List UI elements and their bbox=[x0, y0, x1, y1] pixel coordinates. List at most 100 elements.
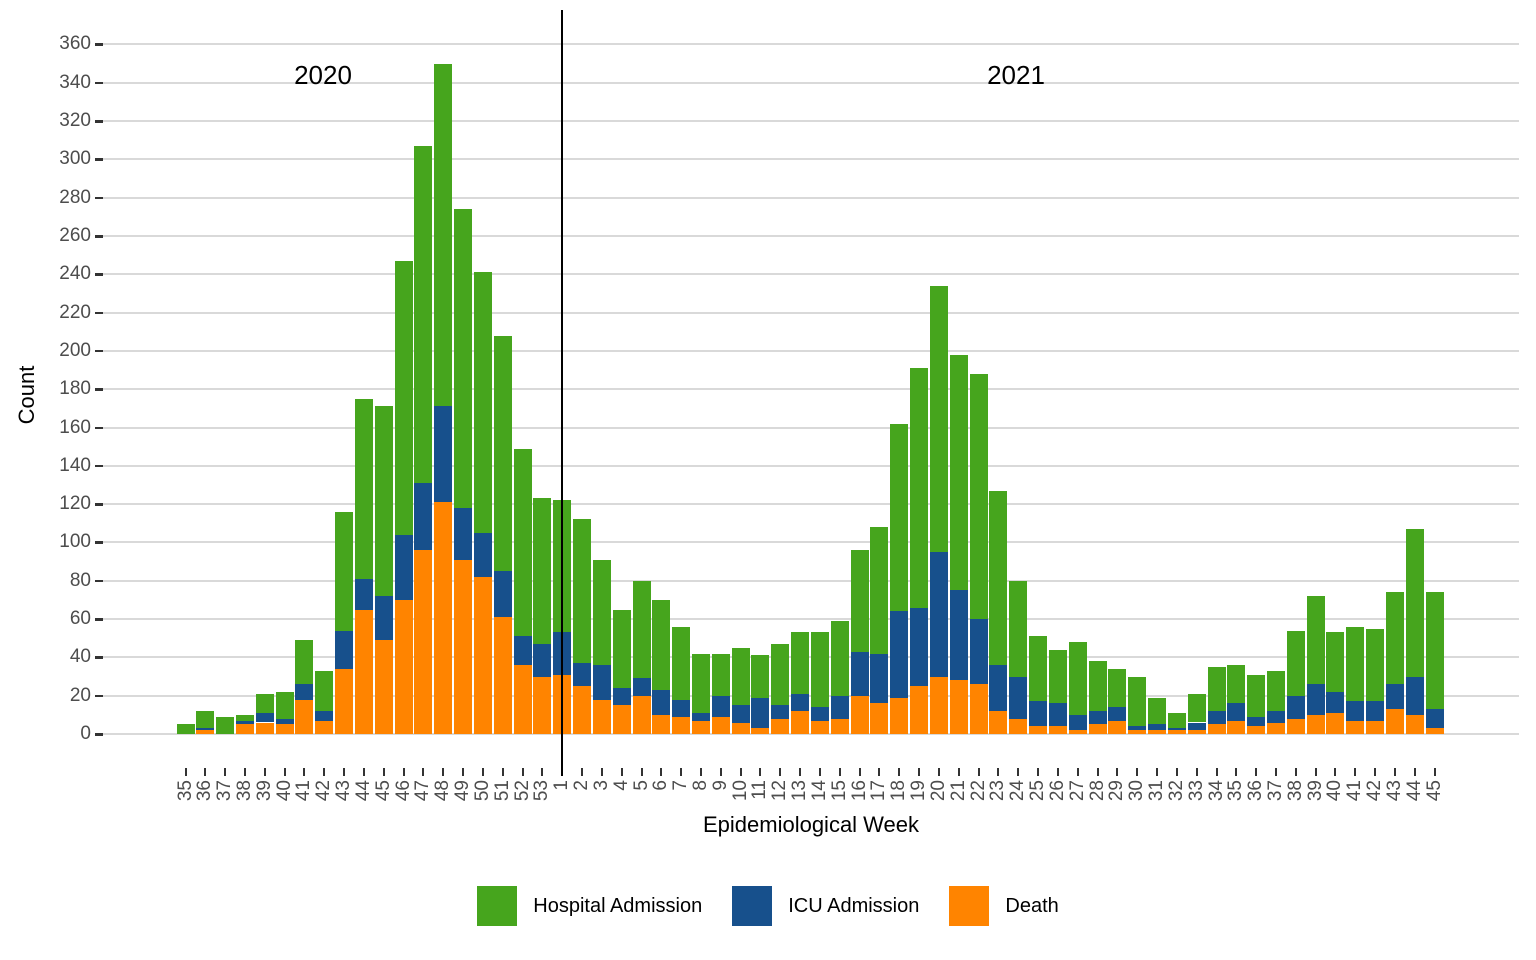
bar-segment-hospital-admission bbox=[1167, 712, 1186, 729]
bar-segment-hospital-admission bbox=[1068, 642, 1087, 715]
x-tick-label: 15 bbox=[828, 780, 850, 802]
bar-segment-death bbox=[1088, 724, 1107, 734]
bar-segment-hospital-admission bbox=[989, 490, 1008, 666]
bar-segment-hospital-admission bbox=[493, 335, 512, 572]
bar-segment-icu-admission bbox=[1048, 703, 1067, 727]
bar-segment-hospital-admission bbox=[513, 448, 532, 637]
x-tick-label: 38 bbox=[1284, 780, 1306, 802]
bar-segment-hospital-admission bbox=[830, 620, 849, 696]
bar-segment-death bbox=[533, 676, 552, 734]
x-axis-tick bbox=[263, 768, 266, 776]
bar-segment-death bbox=[1207, 724, 1226, 734]
bar-segment-icu-admission bbox=[1148, 724, 1167, 731]
x-tick-label: 33 bbox=[1185, 780, 1207, 802]
bar-segment-icu-admission bbox=[493, 571, 512, 618]
bar-segment-icu-admission bbox=[910, 607, 929, 687]
x-axis-tick bbox=[323, 768, 326, 776]
hospital-admission-swatch-icon bbox=[477, 886, 518, 926]
y-tick-label: 280 bbox=[59, 186, 91, 208]
x-axis-tick bbox=[739, 768, 742, 776]
x-axis-tick bbox=[620, 768, 623, 776]
bar-segment-death bbox=[850, 695, 869, 734]
bar-segment-death bbox=[1306, 714, 1325, 734]
bar-segment-hospital-admission bbox=[791, 632, 810, 694]
bar-segment-death bbox=[791, 711, 810, 734]
bar-segment-death bbox=[1385, 709, 1404, 734]
bar-segment-icu-admission bbox=[1247, 716, 1266, 727]
x-axis-tick bbox=[442, 768, 445, 776]
x-axis-tick bbox=[700, 768, 702, 776]
y-axis-tick bbox=[95, 579, 103, 583]
x-axis-tick bbox=[1393, 768, 1396, 776]
bar-segment-icu-admission bbox=[711, 695, 730, 717]
y-gridline bbox=[103, 43, 1519, 46]
bar-segment-death bbox=[1048, 726, 1067, 734]
y-axis-tick bbox=[95, 694, 103, 698]
bar-segment-hospital-admission bbox=[374, 406, 393, 597]
bar-segment-hospital-admission bbox=[612, 609, 631, 689]
x-axis-tick bbox=[997, 768, 1000, 776]
bar-segment-icu-admission bbox=[692, 712, 710, 721]
y-tick-label: 220 bbox=[59, 301, 91, 323]
x-tick-label: 7 bbox=[670, 780, 692, 791]
bar-segment-icu-admission bbox=[1009, 676, 1028, 719]
year-annotation-2020: 2020 bbox=[294, 60, 352, 90]
y-gridline bbox=[103, 388, 1519, 391]
bar-segment-hospital-admission bbox=[1148, 697, 1167, 725]
x-axis-tick bbox=[1374, 768, 1377, 776]
bar-segment-hospital-admission bbox=[354, 398, 373, 579]
x-axis-tick bbox=[224, 768, 227, 776]
bar-segment-hospital-admission bbox=[533, 498, 552, 644]
bar-segment-death bbox=[1068, 730, 1087, 734]
bar-segment-hospital-admission bbox=[295, 640, 314, 685]
y-axis-tick bbox=[95, 426, 103, 430]
bar-segment-hospital-admission bbox=[434, 63, 453, 407]
x-tick-label: 26 bbox=[1046, 780, 1068, 802]
x-axis-tick bbox=[759, 768, 762, 776]
x-tick-label: 43 bbox=[333, 780, 355, 802]
legend-label: ICU Admission bbox=[788, 895, 920, 917]
bar-segment-icu-admission bbox=[374, 596, 393, 641]
y-tick-label: 140 bbox=[59, 454, 91, 476]
y-tick-label: 100 bbox=[59, 531, 91, 553]
x-axis-tick bbox=[1136, 768, 1139, 776]
x-axis-tick bbox=[680, 768, 683, 776]
bar-segment-icu-admission bbox=[1326, 691, 1345, 713]
bar-segment-icu-admission bbox=[414, 483, 433, 551]
bar-segment-death bbox=[335, 668, 354, 734]
x-axis-tick bbox=[779, 768, 782, 776]
bar-segment-death bbox=[711, 716, 730, 734]
y-tick-label: 80 bbox=[69, 569, 91, 591]
bar-segment-icu-admission bbox=[989, 665, 1008, 711]
y-gridline bbox=[103, 158, 1519, 161]
bar-segment-icu-admission bbox=[870, 653, 889, 704]
bar-segment-death bbox=[1405, 714, 1424, 734]
y-tick-label: 240 bbox=[59, 263, 91, 285]
legend-item-death: Death bbox=[949, 886, 1059, 926]
legend: Hospital Admission ICU Admission Death bbox=[0, 884, 1536, 928]
legend-item-hospital-admission: Hospital Admission bbox=[477, 886, 702, 926]
bar-segment-icu-admission bbox=[275, 718, 294, 725]
bar-segment-death bbox=[255, 722, 274, 734]
x-axis-tick bbox=[977, 768, 980, 776]
bar-segment-death bbox=[1227, 720, 1246, 734]
bar-segment-death bbox=[1108, 720, 1127, 734]
bar-segment-icu-admission bbox=[1167, 728, 1186, 731]
y-axis-tick bbox=[95, 273, 103, 276]
bar-segment-death bbox=[751, 728, 770, 734]
x-tick-label: 12 bbox=[769, 780, 791, 802]
bar-segment-icu-admission bbox=[672, 699, 691, 717]
bar-segment-death bbox=[473, 576, 492, 734]
x-tick-label: 30 bbox=[1126, 780, 1148, 802]
x-axis-tick bbox=[937, 768, 940, 776]
y-axis-tick bbox=[95, 196, 103, 200]
x-axis-tick bbox=[838, 768, 841, 776]
x-axis-tick bbox=[1294, 768, 1297, 776]
x-tick-label: 37 bbox=[214, 780, 236, 802]
y-axis-tick bbox=[95, 388, 103, 391]
bar-segment-hospital-admission bbox=[414, 146, 433, 484]
bar-segment-hospital-admission bbox=[1425, 592, 1444, 710]
bar-segment-icu-admission bbox=[969, 619, 988, 685]
bar-segment-death bbox=[196, 730, 215, 734]
y-gridline bbox=[103, 81, 1519, 84]
